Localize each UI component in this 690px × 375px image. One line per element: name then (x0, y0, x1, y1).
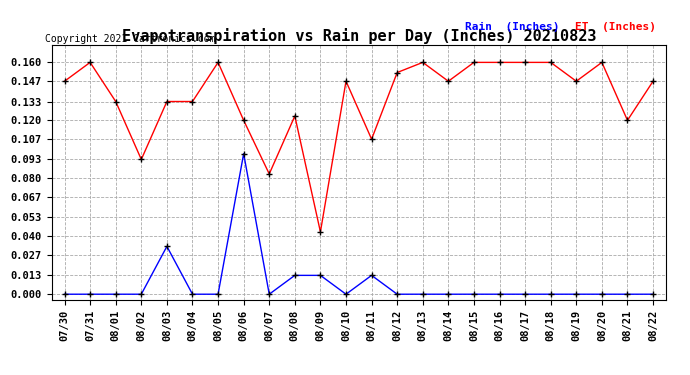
Text: Copyright 2021 Cartronics.com: Copyright 2021 Cartronics.com (45, 34, 215, 44)
Legend: Rain  (Inches), ET  (Inches): Rain (Inches), ET (Inches) (448, 17, 660, 36)
Title: Evapotranspiration vs Rain per Day (Inches) 20210823: Evapotranspiration vs Rain per Day (Inch… (121, 28, 596, 44)
